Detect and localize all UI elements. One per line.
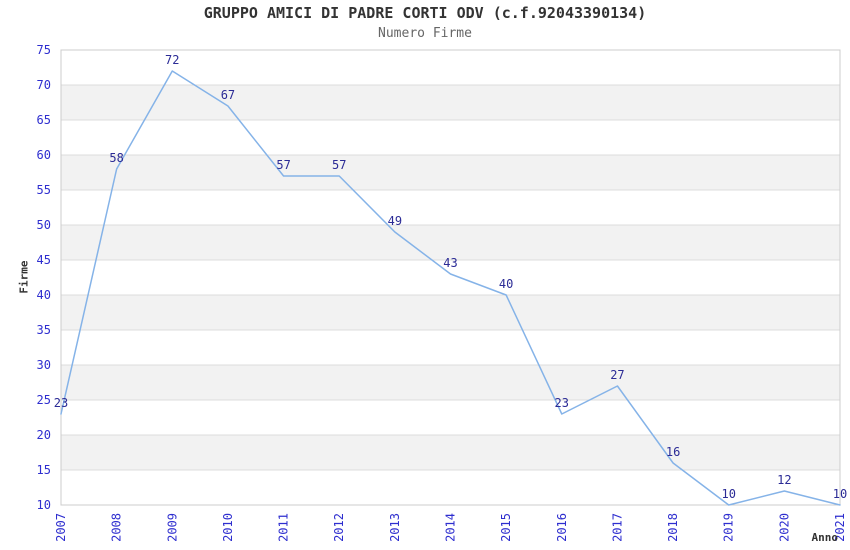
y-tick-label: 45	[37, 253, 51, 267]
plot-band	[61, 435, 840, 470]
y-tick-label: 70	[37, 78, 51, 92]
x-tick-label: 2019	[722, 513, 736, 542]
plot-generated-layer: 10 15 20 25 30 35 40 45 50 55 60 65 70 75 2007 2008 2009…	[37, 43, 848, 542]
chart-subtitle: Numero Firme	[378, 26, 472, 41]
y-tick-label: 35	[37, 323, 51, 337]
point-label: 23	[54, 396, 68, 410]
point-label: 67	[221, 88, 235, 102]
x-tick-label: 2012	[332, 513, 346, 542]
x-tick-label: 2015	[499, 513, 513, 542]
y-tick-label: 60	[37, 148, 51, 162]
y-tick-label: 15	[37, 463, 51, 477]
plot-band	[61, 225, 840, 260]
x-tick-label: 2020	[777, 513, 791, 542]
point-label: 12	[777, 473, 791, 487]
point-label: 72	[165, 53, 179, 67]
x-tick-label: 2017	[610, 513, 624, 542]
y-tick-label: 75	[37, 43, 51, 57]
x-tick-label: 2016	[555, 513, 569, 542]
x-tick-label: 2013	[388, 513, 402, 542]
y-tick-label: 20	[37, 428, 51, 442]
x-tick-label: 2018	[666, 513, 680, 542]
y-tick-label: 50	[37, 218, 51, 232]
x-tick-label: 2014	[444, 513, 458, 542]
y-tick-label: 40	[37, 288, 51, 302]
x-tick-label: 2008	[110, 513, 124, 542]
y-tick-label: 10	[37, 498, 51, 512]
chart-title: GRUPPO AMICI DI PADRE CORTI ODV (c.f.920…	[203, 4, 647, 22]
y-axis-title: Firme	[18, 260, 31, 293]
x-tick-label: 2021	[833, 513, 847, 542]
point-label: 16	[666, 445, 680, 459]
y-tick-label: 30	[37, 358, 51, 372]
plot-band	[61, 85, 840, 120]
point-label: 57	[332, 158, 346, 172]
plot-border	[60, 49, 841, 506]
point-label: 57	[276, 158, 290, 172]
point-label: 43	[443, 256, 457, 270]
plot-band	[61, 365, 840, 400]
x-tick-label: 2007	[54, 513, 68, 542]
point-label: 27	[610, 368, 624, 382]
y-tick-label: 55	[37, 183, 51, 197]
point-label: 40	[499, 277, 513, 291]
point-label: 49	[388, 214, 402, 228]
x-tick-label: 2011	[277, 513, 291, 542]
point-label: 10	[721, 487, 735, 501]
x-tick-label: 2010	[221, 513, 235, 542]
point-label: 58	[109, 151, 123, 165]
plot-band	[61, 295, 840, 330]
x-tick-label: 2009	[165, 513, 179, 542]
point-label: 10	[833, 487, 847, 501]
x-axis-title: Anno	[812, 531, 839, 544]
point-label: 23	[555, 396, 569, 410]
y-tick-label: 25	[37, 393, 51, 407]
data-line	[60, 70, 841, 506]
plot-band	[61, 155, 840, 190]
y-tick-label: 65	[37, 113, 51, 127]
